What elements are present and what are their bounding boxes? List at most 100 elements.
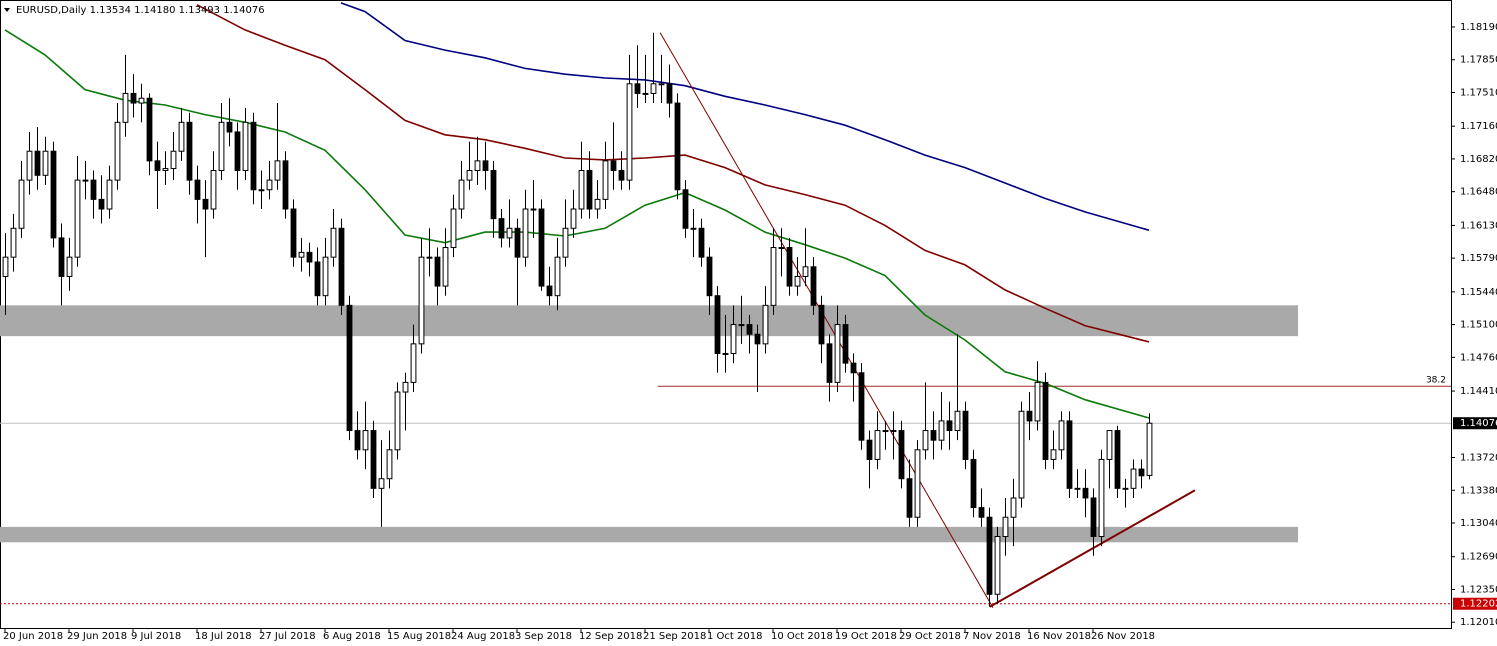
candle-body bbox=[370, 430, 377, 489]
candle-body bbox=[802, 266, 809, 277]
candle-body bbox=[642, 92, 649, 95]
candle-body bbox=[26, 150, 33, 181]
candle-body bbox=[754, 333, 761, 345]
candle-body bbox=[434, 256, 441, 287]
candle-body bbox=[602, 160, 609, 200]
candle-body bbox=[106, 179, 113, 210]
candle-body bbox=[1034, 381, 1041, 422]
candle-body bbox=[482, 160, 489, 171]
chart-title: EURUSD,Daily 1.13534 1.14180 1.13493 1.1… bbox=[16, 5, 265, 16]
line bbox=[196, 4, 1150, 343]
candle-body bbox=[162, 168, 169, 171]
candle-body bbox=[1002, 516, 1009, 537]
x-tick-label: 26 Nov 2018 bbox=[1091, 631, 1155, 642]
candle-body bbox=[946, 420, 953, 432]
candle-body bbox=[570, 208, 577, 229]
title-arrow bbox=[4, 8, 10, 12]
candle-body bbox=[66, 256, 73, 277]
candle-body bbox=[1106, 430, 1113, 460]
y-tick-label: 1.15440 bbox=[1460, 287, 1497, 298]
candle-body bbox=[914, 449, 921, 518]
candle-body bbox=[170, 150, 177, 170]
candle-body bbox=[426, 256, 433, 259]
candle-body bbox=[1066, 420, 1073, 489]
candle-body bbox=[554, 256, 561, 297]
candle-body bbox=[1050, 449, 1057, 460]
candle-body bbox=[794, 275, 801, 287]
candle-body bbox=[1074, 487, 1081, 490]
zone bbox=[0, 526, 1298, 543]
candle-body bbox=[10, 227, 17, 258]
candle-body bbox=[1026, 410, 1033, 422]
candle-body bbox=[514, 227, 521, 258]
x-tick-label: 15 Aug 2018 bbox=[387, 631, 451, 642]
candle-body bbox=[770, 247, 777, 306]
candle-body bbox=[218, 121, 225, 171]
candle-body bbox=[1058, 420, 1065, 451]
y-tick-label: 1.15790 bbox=[1460, 253, 1497, 264]
candle-body bbox=[786, 247, 793, 287]
x-tick-label: 29 Jun 2018 bbox=[67, 631, 127, 642]
candle-body bbox=[82, 179, 89, 182]
y-tick-label: 1.17160 bbox=[1460, 121, 1497, 132]
candle-body bbox=[1042, 381, 1049, 460]
x-tick-label: 24 Aug 2018 bbox=[451, 631, 515, 642]
x-tick-label: 20 Jun 2018 bbox=[3, 631, 63, 642]
candle-body bbox=[762, 304, 769, 345]
candle-body bbox=[194, 179, 201, 200]
candle-body bbox=[962, 410, 969, 460]
candle-body bbox=[882, 430, 889, 433]
candle-body bbox=[346, 304, 353, 432]
candle-body bbox=[1146, 422, 1153, 476]
candle-body bbox=[986, 516, 993, 595]
candle-body bbox=[698, 227, 705, 258]
candle-body bbox=[490, 169, 497, 220]
candle-body bbox=[298, 251, 305, 258]
candle-body bbox=[866, 439, 873, 460]
fib-label: 38.2 bbox=[1426, 376, 1446, 386]
candle-body bbox=[978, 507, 985, 518]
candle-body bbox=[1010, 497, 1017, 518]
y-tick-label: 1.18190 bbox=[1460, 22, 1497, 33]
candle-body bbox=[594, 198, 601, 210]
candle-body bbox=[722, 352, 729, 355]
candle-body bbox=[450, 208, 457, 249]
candle-body bbox=[1018, 410, 1025, 499]
candle-body bbox=[58, 237, 65, 277]
x-tick-label: 10 Oct 2018 bbox=[771, 631, 833, 642]
candle-body bbox=[506, 227, 513, 239]
candle-body bbox=[322, 256, 329, 297]
candle-body bbox=[394, 391, 401, 451]
line bbox=[340, 2, 1150, 231]
candle-body bbox=[874, 430, 881, 460]
candle-body bbox=[458, 179, 465, 210]
candle-body bbox=[130, 92, 137, 104]
y-tick-label: 1.12010 bbox=[1460, 617, 1497, 628]
candle-body bbox=[250, 121, 257, 191]
candle-body bbox=[498, 218, 505, 239]
candle-body bbox=[906, 478, 913, 518]
y-tick-label: 1.17510 bbox=[1460, 87, 1497, 98]
candle-body bbox=[522, 208, 529, 258]
candle-body bbox=[666, 83, 673, 104]
candle-body bbox=[922, 430, 929, 451]
candle-body bbox=[362, 430, 369, 451]
plot-area: 38.2 bbox=[0, 2, 1451, 609]
x-tick-label: 6 Aug 2018 bbox=[323, 631, 381, 642]
line bbox=[659, 32, 994, 609]
candle-body bbox=[826, 343, 833, 383]
candle-body bbox=[658, 83, 665, 86]
candle-body bbox=[842, 324, 849, 364]
candle-body bbox=[138, 97, 145, 104]
y-tick-label: 1.16820 bbox=[1460, 154, 1497, 165]
y-tick-label: 1.12350 bbox=[1460, 584, 1497, 595]
candle-body bbox=[18, 179, 25, 229]
y-tick-label: 1.13720 bbox=[1460, 453, 1497, 464]
candle-body bbox=[562, 227, 569, 258]
candle-body bbox=[258, 189, 265, 192]
candle-body bbox=[34, 150, 41, 176]
candle-body bbox=[730, 324, 737, 354]
candle-body bbox=[154, 160, 161, 171]
